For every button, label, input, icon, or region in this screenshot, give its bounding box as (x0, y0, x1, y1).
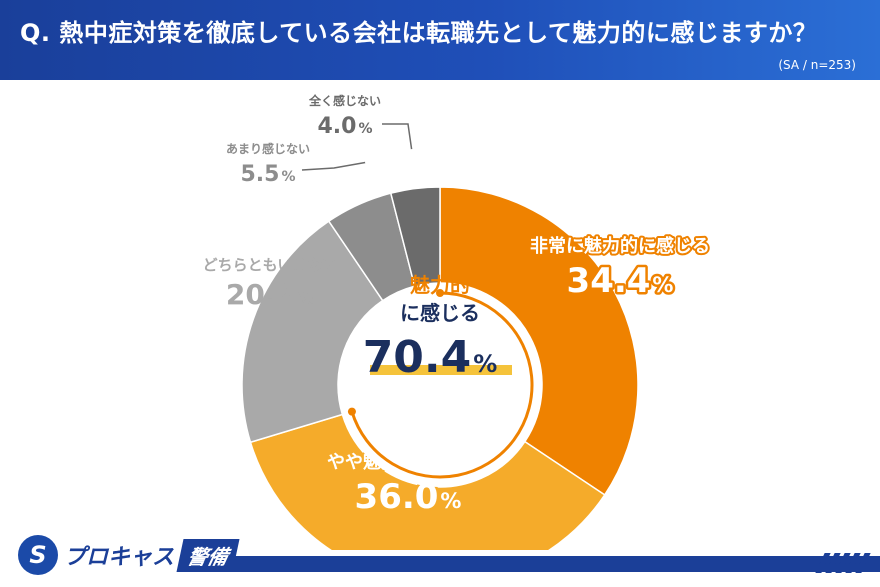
slice-value-very: 34.4% (567, 261, 674, 301)
question-title: Q. 熱中症対策を徹底している会社は転職先として魅力的に感じますか？ (20, 19, 818, 47)
slice-value-not-at-all: 4.0% (317, 114, 372, 139)
footer-stripes (815, 553, 871, 573)
center-arc-dot-end (347, 407, 356, 416)
leader-lines (301, 123, 415, 171)
slice-label-not-at-all: 全く感じない (308, 93, 381, 108)
center-hole (338, 283, 542, 487)
center-value-unit: % (473, 350, 497, 378)
center-arc-dot-start (436, 289, 444, 297)
center-value-number: 70.4 (363, 332, 472, 383)
header-banner: Q. 熱中症対策を徹底している会社は転職先として魅力的に感じますか？ (SA /… (0, 0, 880, 80)
footer-bar (232, 556, 880, 572)
logo-mark-icon: S (18, 535, 58, 575)
leader-line-not-much (301, 161, 369, 171)
slices-group (241, 186, 639, 550)
center-value: 70.4% (363, 332, 498, 383)
slice-label-very: 非常に魅力的に感じる (530, 235, 710, 257)
slice-value-somewhat: 36.0% (355, 477, 462, 517)
slice-label-not-much: あまり感じない (226, 141, 310, 156)
center-label-line1: 魅力的 (410, 273, 470, 297)
leader-line-not-at-all (382, 123, 413, 153)
leader-dot-not-much (365, 159, 371, 165)
center-arc (350, 291, 534, 479)
center-value-highlight (370, 365, 512, 375)
brand-logo: S プロキャス 警備 (18, 535, 240, 575)
slice-label-neutral: どちらともいえない (203, 256, 338, 274)
logo-box-text: 警備 (176, 538, 240, 572)
logo-text: プロキャス (64, 545, 175, 570)
donut-chart: 非常に魅力的に感じる34.4%やや魅力的に感じる36.0%どちらともいえない20… (203, 93, 712, 550)
center-label-line2: に感じる (400, 301, 480, 325)
leader-dot-not-at-all (409, 149, 415, 155)
slice-labels: 非常に魅力的に感じる34.4%やや魅力的に感じる36.0%どちらともいえない20… (203, 93, 712, 520)
slice-value-not-much: 5.5% (240, 162, 295, 187)
slice-value-neutral: 20.2% (226, 278, 314, 311)
sample-note: (SA / n=253) (778, 58, 856, 72)
